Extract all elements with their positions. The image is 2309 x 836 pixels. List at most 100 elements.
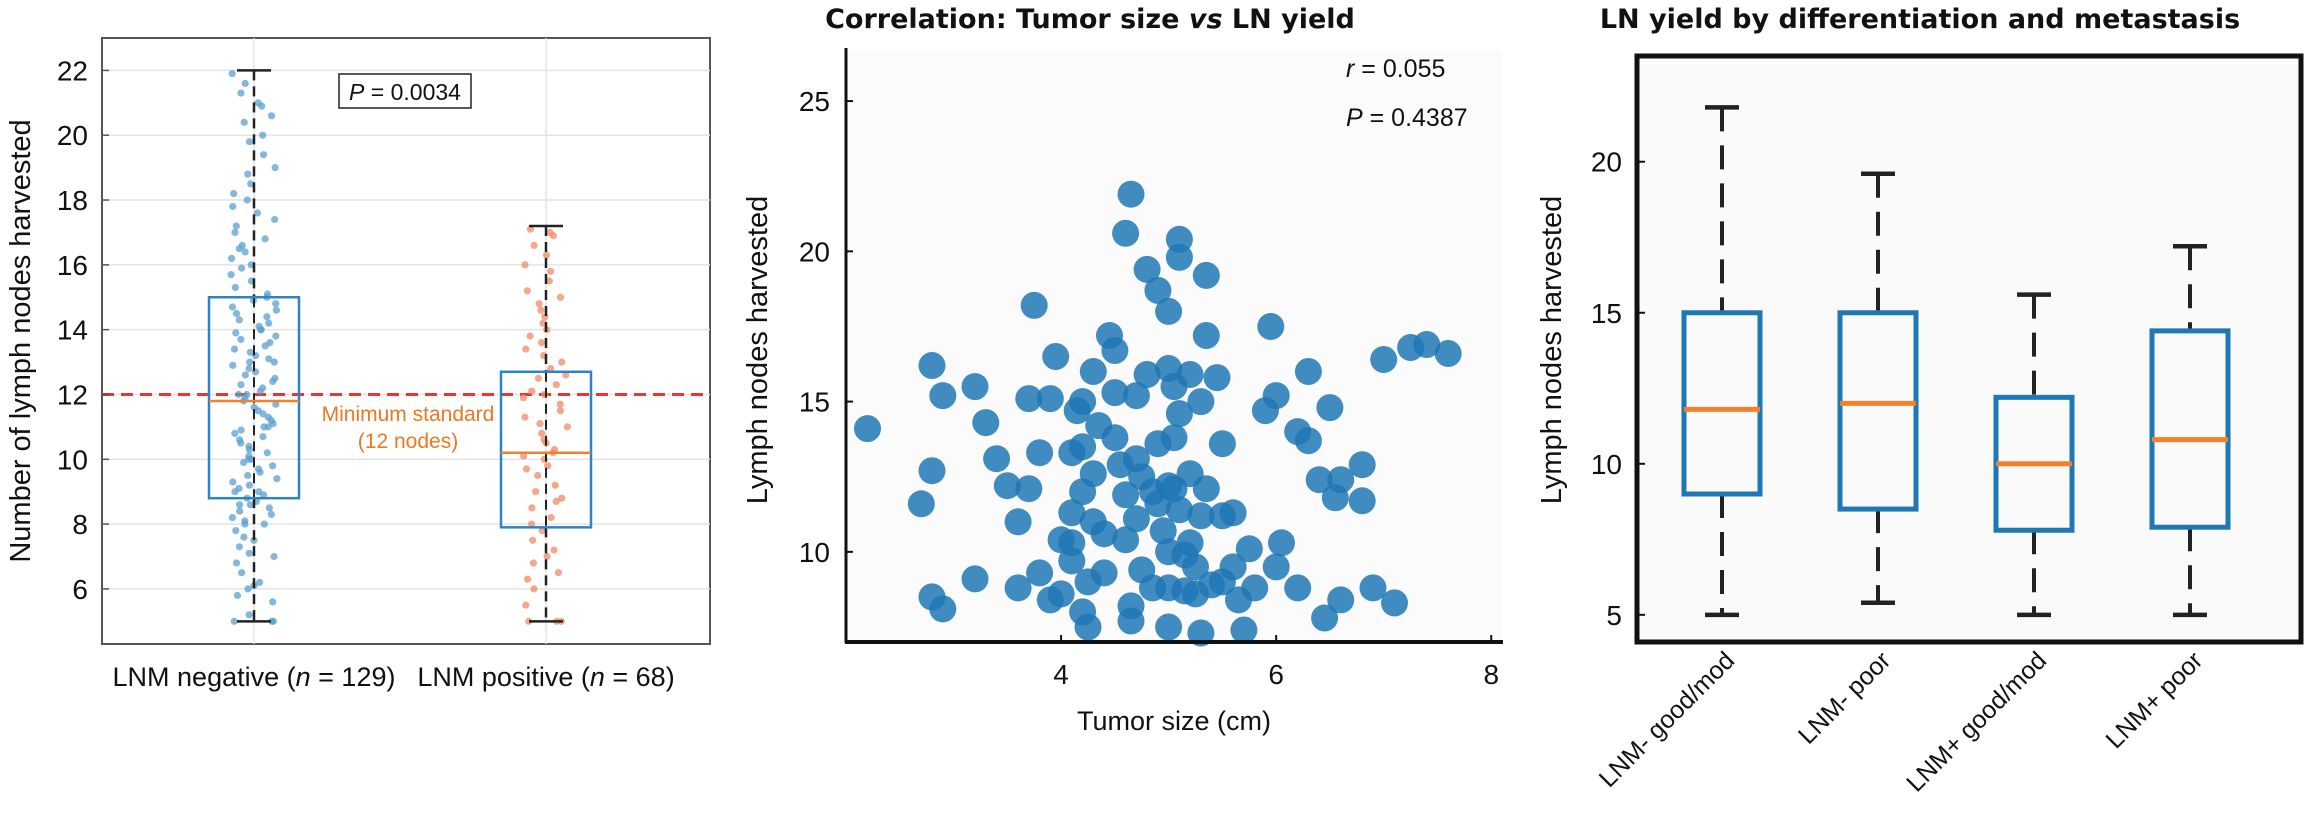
panel1-point-1-15 [552, 497, 560, 505]
panel1-point-1-33 [556, 400, 564, 408]
panel2-point-2 [929, 382, 957, 410]
panel2-point-52 [1122, 382, 1150, 410]
panel1-y-tick-label-10: 10 [57, 444, 88, 475]
panel1-point-0-108 [232, 222, 240, 230]
panel1-point-1-21 [544, 462, 552, 470]
panel2-point-48 [1112, 526, 1140, 554]
panel2-point-58 [1133, 361, 1161, 388]
panel1-point-0-35 [244, 471, 252, 480]
panel2-point-72 [1160, 424, 1188, 452]
panel1-x-labels: LNM negative (n = 129) LNM positive (n = … [113, 662, 675, 692]
panel1-point-0-92 [228, 303, 237, 311]
panel1-point-0-75 [265, 355, 273, 363]
panel2-x-tick-label-4: 4 [1053, 659, 1069, 690]
panel3-y-tick-label-5: 5 [1606, 600, 1622, 631]
panel1-point-0-66 [237, 381, 245, 389]
panel2-point-3 [918, 457, 946, 485]
panel2-point-76 [1165, 400, 1193, 428]
panel1-point-0-63 [243, 390, 251, 399]
panel1-point-0-100 [238, 264, 246, 272]
panel2-points [854, 180, 1462, 647]
panel2-point-49 [1117, 180, 1145, 208]
panel2-point-18 [1036, 385, 1064, 413]
panel3-boxes [1681, 105, 2231, 618]
panel1-x-label-0: LNM negative (n = 129) [113, 662, 396, 692]
panel2-point-110 [1294, 427, 1322, 455]
panel1-point-0-112 [243, 196, 251, 204]
panel2-point-108 [1284, 574, 1312, 602]
panel2-point-51 [1117, 607, 1145, 635]
panel2-point-13 [1015, 475, 1043, 503]
panel1-point-1-19 [534, 471, 542, 480]
panel2-point-4 [907, 490, 935, 518]
panel2-point-65 [1155, 297, 1183, 325]
panel1-y-tick-label-22: 22 [57, 55, 88, 86]
panel1-box-1 [499, 370, 593, 529]
panel2-point-105 [1268, 529, 1295, 557]
panel2-point-35 [1079, 358, 1107, 385]
panel1-point-0-78 [230, 345, 239, 353]
panel1-point-1-32 [556, 407, 565, 415]
panel3-box-1 [1837, 310, 1919, 512]
panel3-x-label-1: LNM- poor [1793, 646, 1896, 749]
panel3-box-3 [2149, 328, 2231, 530]
panel1-point-0-93 [272, 300, 280, 308]
panel1-point-1-16 [558, 494, 566, 502]
panel1-point-0-77 [246, 348, 254, 356]
panel2-point-119 [1359, 574, 1387, 602]
panel1-point-0-13 [235, 543, 243, 551]
panel1-point-0-110 [253, 209, 261, 217]
panel1-y-tick-label-12: 12 [57, 379, 88, 410]
panel1-point-0-9 [238, 569, 246, 577]
panel2-point-92 [1203, 364, 1231, 392]
panel1-point-0-106 [261, 235, 269, 243]
panel1-p-value-frame [338, 73, 472, 109]
panel1-y-tick-label-14: 14 [57, 315, 88, 346]
panel1-point-1-17 [532, 488, 540, 496]
panel2-point-6 [929, 595, 957, 623]
panel1-point-0-126 [228, 70, 236, 78]
panel1-point-1-20 [522, 465, 531, 473]
panel1-point-1-10 [529, 536, 537, 544]
panel2-point-90 [1192, 475, 1220, 503]
panel1-point-0-69 [241, 371, 249, 379]
panel2-point-87 [1187, 619, 1215, 647]
panel1-y-axis-label: Number of lymph nodes harvested [5, 119, 37, 562]
panel1-point-0-82 [272, 332, 280, 340]
panel1-point-0-17 [260, 520, 268, 528]
panel1-point-0-97 [231, 283, 239, 292]
panel2-point-124 [1434, 340, 1462, 367]
panel1-threshold-label-line1: Minimum standard [322, 403, 495, 426]
panel1-point-0-72 [229, 361, 237, 369]
panel2-point-61 [1144, 276, 1172, 304]
panel1-y-tick-label-16: 16 [57, 250, 88, 281]
panel2-point-80 [1176, 361, 1204, 388]
panel1-point-0-10 [232, 559, 241, 567]
panel1-point-0-29 [255, 488, 263, 496]
panel2-point-23 [1047, 580, 1075, 608]
panel3-y-axis-label: Lymph nodes harvested [1536, 196, 1568, 504]
panel1-point-0-88 [235, 316, 243, 324]
panel1-threshold-label-line2: (12 nodes) [358, 430, 458, 453]
panel1-point-0-32 [245, 481, 253, 489]
panel2-point-44 [1101, 424, 1129, 452]
panel1-point-0-34 [273, 475, 281, 483]
panel1-y-tick-label-6: 6 [72, 574, 88, 605]
panel1-point-0-43 [263, 449, 271, 457]
panel1-point-0-73 [270, 358, 278, 366]
panel1-point-0-107 [231, 228, 239, 236]
panel1-point-0-59 [272, 400, 280, 408]
panel1-point-0-22 [236, 507, 244, 515]
panel1-point-1-40 [547, 364, 555, 373]
panel2-y-tick-label-10: 10 [799, 537, 830, 568]
panel3-x-label-2: LNM+ good/mod [1901, 646, 2052, 797]
panel3-y-ticks: 5 10 15 20 [1591, 147, 1645, 631]
panel1-point-0-20 [228, 514, 236, 522]
panel3-y-tick-label-20: 20 [1591, 147, 1622, 178]
panel1-point-0-3 [245, 611, 253, 619]
panel2-point-19 [1042, 343, 1070, 370]
panel3-x-label-3: LNM+ poor [2100, 646, 2208, 754]
panel2-point-115 [1327, 466, 1355, 494]
panel1-point-1-49 [537, 306, 545, 314]
